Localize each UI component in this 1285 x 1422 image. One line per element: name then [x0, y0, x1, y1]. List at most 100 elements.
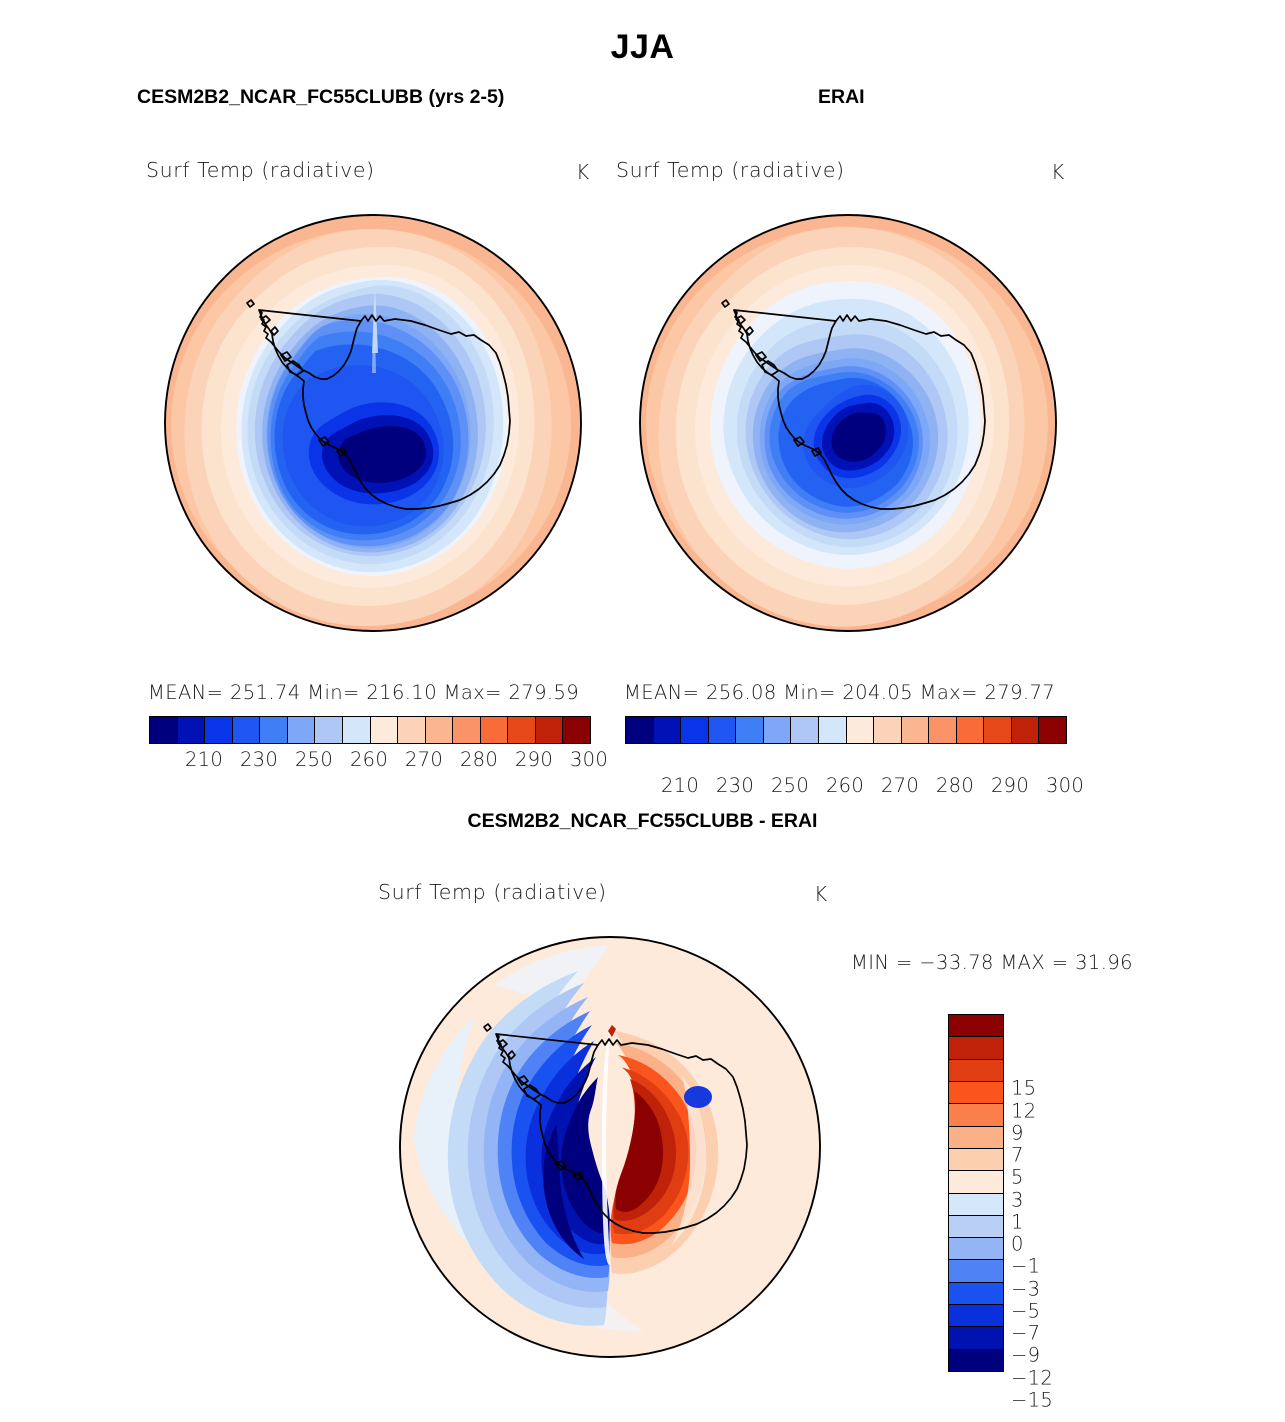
colorbar-cell [653, 717, 682, 743]
colorbar-cell [398, 717, 426, 743]
colorbar-labels-obs: 210 230 250 260 270 280 290 300 [625, 774, 1084, 800]
colorbar-cell [949, 1327, 1003, 1350]
colorbar-cell [681, 717, 709, 743]
colorbar-cell [260, 717, 288, 743]
colorbar-tick-label: 230 [239, 748, 279, 771]
colorbar-tick-label: 300 [569, 748, 609, 771]
colorbar-tick-label: 270 [880, 774, 920, 797]
panel-title-obs: ERAI [818, 86, 865, 108]
panel-variable-label-difference: Surf Temp (radiative) [378, 880, 607, 904]
difference-minmax-annotation: MIN = −33.78 MAX = 31.96 [851, 951, 1133, 974]
colorbar-tick-label: 290 [990, 774, 1030, 797]
colorbar-tick-label: 1 [1011, 1210, 1024, 1234]
panel-variable-label-obs: Surf Temp (radiative) [616, 158, 845, 182]
colorbar-cell [315, 717, 343, 743]
colorbar-cell [949, 1081, 1003, 1105]
colorbar-cell [425, 717, 454, 743]
colorbar-cell [232, 717, 261, 743]
colorbar-labels-model: 210 230 250 260 270 280 290 300 [149, 748, 608, 774]
colorbar-cell [949, 1193, 1003, 1216]
colorbar-cell [480, 717, 509, 743]
colorbar-cell [563, 717, 590, 743]
colorbar-tick-label: 250 [770, 774, 810, 797]
colorbar-cell [453, 717, 481, 743]
colorbar-tick-label: −15 [1011, 1388, 1054, 1412]
colorbar-tick-label: 5 [1011, 1165, 1024, 1189]
colorbar-tick-label: 3 [1011, 1188, 1024, 1211]
colorbar-tick-label: −1 [1011, 1254, 1041, 1278]
colorbar-cell [370, 717, 399, 743]
colorbar-tick-label: 9 [1011, 1121, 1024, 1145]
colorbar-cell [956, 717, 985, 743]
colorbar-cell [736, 717, 764, 743]
colorbar-cell [949, 1148, 1003, 1172]
colorbar-cell [949, 1171, 1003, 1194]
colorbar-cell [949, 1015, 1003, 1038]
colorbar-cell [791, 717, 819, 743]
colorbar-cell [846, 717, 875, 743]
colorbar-cell [984, 717, 1012, 743]
colorbar-cell [177, 717, 206, 743]
colorbar-tick-label: −12 [1011, 1366, 1054, 1389]
colorbar-tick-label: 290 [514, 748, 554, 771]
colorbar-tick-label: −9 [1011, 1343, 1041, 1367]
panel-variable-label-model: Surf Temp (radiative) [146, 158, 375, 182]
colorbar-cell [626, 717, 654, 743]
colorbar-tick-label: 300 [1045, 774, 1085, 797]
colorbar-tick-label: 270 [404, 748, 444, 771]
colorbar-difference [948, 1014, 1004, 1372]
colorbar-cell [205, 717, 233, 743]
colorbar-cell [901, 717, 930, 743]
polar-map-difference [398, 925, 823, 1375]
panel-stats-obs: MEAN= 256.08 Min= 204.05 Max= 279.77 [624, 681, 1056, 704]
colorbar-cell [949, 1215, 1003, 1239]
colorbar-tick-label: −7 [1011, 1321, 1041, 1345]
panel-title-difference: CESM2B2_NCAR_FC55CLUBB - ERAI [467, 810, 818, 832]
panel-stats-model: MEAN= 251.74 Min= 216.10 Max= 279.59 [148, 681, 580, 704]
colorbar-cell [535, 717, 564, 743]
colorbar-cell [949, 1349, 1003, 1371]
colorbar-tick-label: 280 [935, 774, 975, 797]
panel-title-model: CESM2B2_NCAR_FC55CLUBB (yrs 2-5) [137, 86, 505, 108]
colorbar-cell [342, 717, 371, 743]
colorbar-tick-label: 260 [825, 774, 865, 797]
colorbar-cell [763, 717, 792, 743]
colorbar-cell [949, 1126, 1003, 1149]
colorbar-tick-label: 12 [1011, 1099, 1037, 1122]
polar-map-obs [638, 203, 1058, 643]
colorbar-model [149, 716, 591, 744]
colorbar-cell [949, 1104, 1003, 1127]
colorbar-tick-label: 210 [184, 748, 224, 771]
colorbar-cell [508, 717, 536, 743]
panel-units-label-obs: K [1051, 160, 1065, 184]
colorbar-cell [949, 1282, 1003, 1306]
colorbar-obs [625, 716, 1067, 744]
colorbar-cell [818, 717, 847, 743]
colorbar-cell [150, 717, 178, 743]
colorbar-tick-label: 260 [349, 748, 389, 771]
colorbar-tick-label: 0 [1011, 1232, 1024, 1256]
colorbar-cell [949, 1238, 1003, 1261]
colorbar-cell [949, 1059, 1003, 1082]
colorbar-tick-label: 250 [294, 748, 334, 771]
colorbar-cell [708, 717, 737, 743]
page-title: JJA [610, 28, 675, 66]
colorbar-cell [949, 1305, 1003, 1328]
polar-map-model [163, 203, 583, 643]
colorbar-tick-label: 7 [1011, 1143, 1024, 1167]
colorbar-tick-label: 280 [459, 748, 499, 771]
colorbar-tick-label: −3 [1011, 1277, 1041, 1300]
colorbar-cell [874, 717, 902, 743]
colorbar-cell [949, 1260, 1003, 1283]
colorbar-tick-label: 15 [1011, 1076, 1037, 1100]
colorbar-cell [949, 1037, 1003, 1060]
colorbar-labels-difference: 15 12 9 7 5 3 1 0 −1 −3 −5 −7 −9 −12 −15 [1011, 1066, 1081, 1422]
colorbar-cell [1011, 717, 1040, 743]
colorbar-cell [929, 717, 957, 743]
colorbar-tick-label: −5 [1011, 1299, 1041, 1323]
colorbar-cell [287, 717, 316, 743]
colorbar-cell [1039, 717, 1066, 743]
colorbar-tick-label: 230 [715, 774, 755, 797]
panel-units-label-model: K [576, 160, 590, 184]
colorbar-tick-label: 210 [660, 774, 700, 797]
